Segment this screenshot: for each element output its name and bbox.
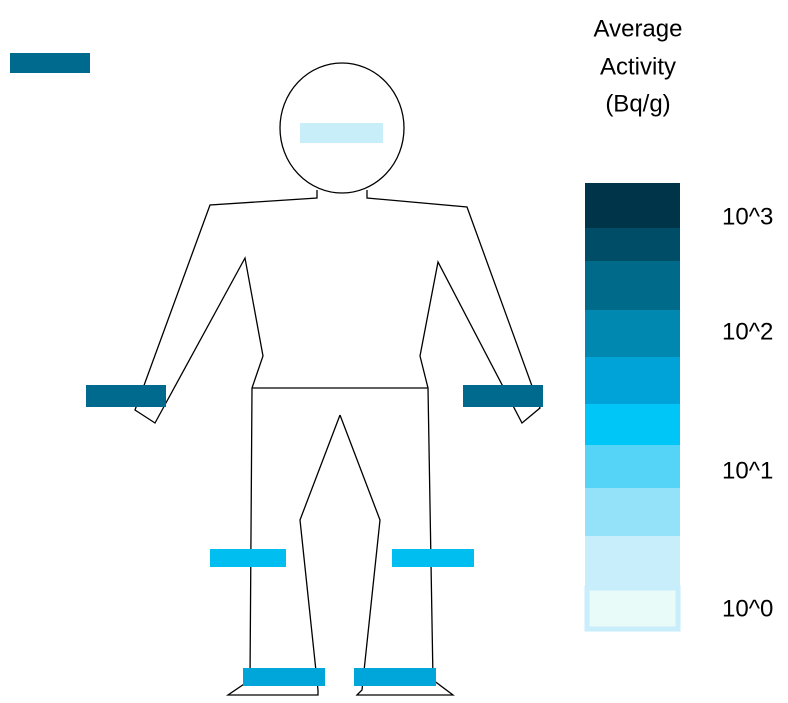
activity-marker bbox=[463, 385, 543, 407]
scale-label: 10^3 bbox=[722, 203, 773, 230]
color-swatch bbox=[585, 357, 680, 404]
color-swatch bbox=[585, 261, 680, 310]
activity-marker bbox=[300, 123, 383, 143]
scale-label: 10^2 bbox=[722, 318, 773, 345]
color-swatch bbox=[585, 536, 680, 586]
legend-title: Average bbox=[594, 15, 683, 42]
legend-title: (Bq/g) bbox=[605, 90, 670, 117]
activity-marker bbox=[86, 385, 166, 407]
activity-marker bbox=[354, 668, 436, 686]
color-swatch bbox=[585, 183, 680, 228]
activity-marker bbox=[392, 549, 474, 567]
activity-marker bbox=[10, 53, 90, 73]
color-swatch bbox=[584, 585, 681, 632]
activity-marker bbox=[210, 549, 286, 567]
color-swatch bbox=[585, 445, 680, 488]
body-right bbox=[339, 190, 541, 696]
head bbox=[279, 62, 405, 194]
scale-label: 10^0 bbox=[722, 595, 773, 622]
color-scale bbox=[584, 183, 681, 632]
activity-marker bbox=[243, 668, 325, 686]
scale-label: 10^1 bbox=[722, 457, 773, 484]
color-swatch bbox=[585, 488, 680, 536]
body-left bbox=[134, 190, 341, 696]
color-swatch bbox=[585, 310, 680, 357]
color-swatch bbox=[585, 404, 680, 445]
color-swatch bbox=[585, 228, 680, 261]
legend-title: Activity bbox=[600, 53, 676, 80]
